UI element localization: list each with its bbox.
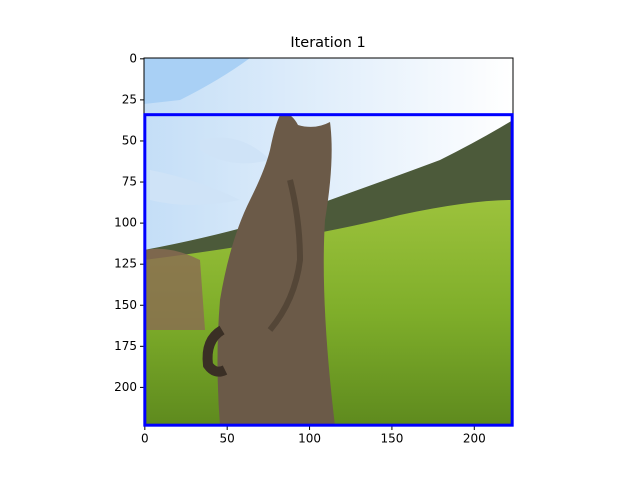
y-tick-label: 100 bbox=[114, 216, 137, 230]
x-tick-label: 100 bbox=[298, 432, 321, 446]
x-tick-label: 0 bbox=[141, 432, 149, 446]
chart-title: Iteration 1 bbox=[290, 35, 365, 51]
y-tick-label: 75 bbox=[122, 175, 137, 189]
y-tick-label: 175 bbox=[114, 339, 137, 353]
y-tick-label: 125 bbox=[114, 257, 137, 271]
y-tick-label: 0 bbox=[129, 51, 137, 65]
y-tick-label: 200 bbox=[114, 380, 137, 394]
bounding-box bbox=[143, 113, 514, 427]
x-tick-label: 50 bbox=[220, 432, 235, 446]
image bbox=[144, 58, 513, 426]
x-tick-label: 150 bbox=[380, 432, 403, 446]
y-tick-label: 25 bbox=[122, 92, 137, 106]
y-tick-label: 50 bbox=[122, 133, 137, 147]
y-tick-label: 150 bbox=[114, 298, 137, 312]
x-tick-label: 200 bbox=[463, 432, 486, 446]
